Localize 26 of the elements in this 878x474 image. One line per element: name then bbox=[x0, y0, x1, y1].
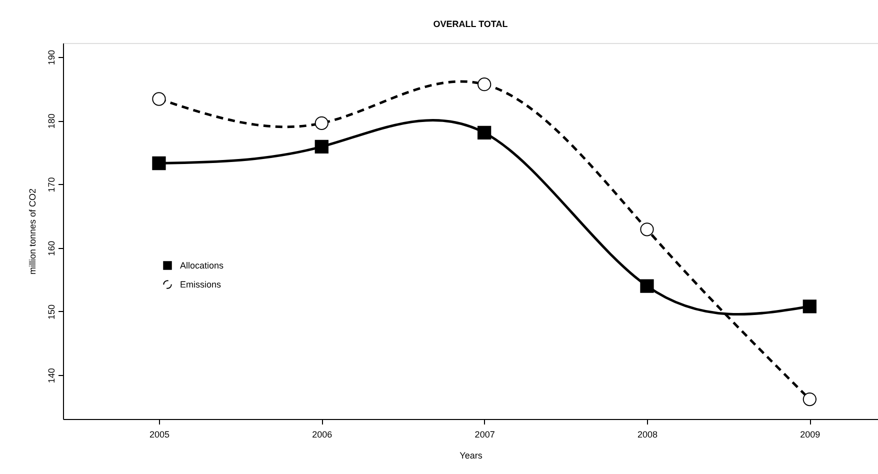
point bbox=[478, 126, 492, 140]
y-tick-label: 170 bbox=[46, 177, 56, 192]
point bbox=[314, 140, 328, 154]
point bbox=[802, 392, 816, 406]
x-tick-label: 2009 bbox=[800, 430, 820, 440]
y-tick-label: 150 bbox=[46, 304, 56, 320]
x-tick-label: 2008 bbox=[637, 430, 658, 440]
x-tick-label: 2007 bbox=[474, 430, 495, 440]
y-axis-title: million tonnes of CO2 bbox=[28, 188, 38, 275]
y-tick-label: 160 bbox=[46, 240, 56, 256]
point bbox=[152, 92, 166, 106]
point bbox=[152, 156, 166, 170]
legend-label: Allocations bbox=[180, 260, 224, 270]
x-tick-label: 2005 bbox=[149, 430, 170, 440]
y-tick-label: 140 bbox=[46, 368, 56, 384]
chart-title: OVERALL TOTAL bbox=[433, 19, 508, 29]
point bbox=[640, 222, 654, 236]
point bbox=[802, 300, 816, 314]
point bbox=[314, 116, 328, 130]
y-tick-label: 180 bbox=[46, 114, 56, 129]
y-tick-label: 190 bbox=[46, 50, 56, 66]
x-axis-title: Years bbox=[460, 450, 483, 460]
point bbox=[478, 78, 492, 92]
x-tick-label: 2006 bbox=[312, 430, 332, 440]
legend-label: Emissions bbox=[180, 280, 222, 290]
point bbox=[640, 279, 654, 293]
